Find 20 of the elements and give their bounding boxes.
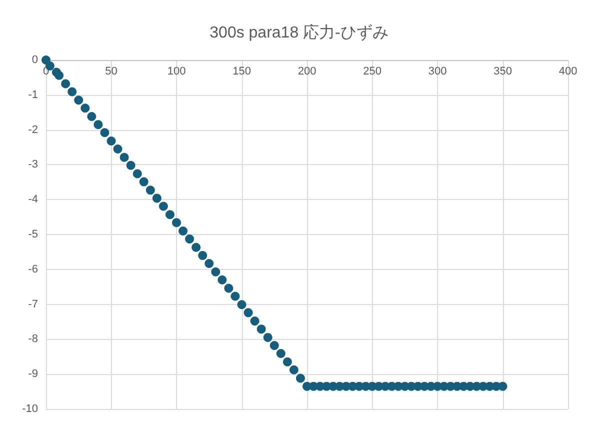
- x-tick-label: 50: [105, 66, 118, 78]
- y-tick-label: -9: [28, 368, 38, 380]
- y-tick-label: -1: [28, 88, 38, 101]
- y-tick-label: -8: [28, 333, 38, 346]
- y-tick-label: -7: [28, 298, 38, 310]
- y-tick-label: -5: [28, 228, 38, 240]
- x-tick-label: 250: [363, 66, 382, 78]
- y-tick-label: -3: [28, 158, 38, 171]
- x-tick-label: 150: [232, 66, 251, 78]
- chart-title: 300s para18 応力-ひずみ: [210, 24, 388, 42]
- x-tick-label: 400: [558, 66, 578, 78]
- y-tick-label: -2: [28, 124, 38, 136]
- y-tick-label: -10: [22, 403, 38, 415]
- x-tick-label: 300: [428, 66, 447, 78]
- y-tick-label: 0: [32, 54, 38, 66]
- y-tick-label: -4: [28, 194, 38, 206]
- x-tick-label: 100: [167, 66, 186, 78]
- x-tick-label: 200: [298, 66, 316, 78]
- x-tick-label: 350: [494, 66, 512, 78]
- y-tick-label: -6: [28, 263, 38, 276]
